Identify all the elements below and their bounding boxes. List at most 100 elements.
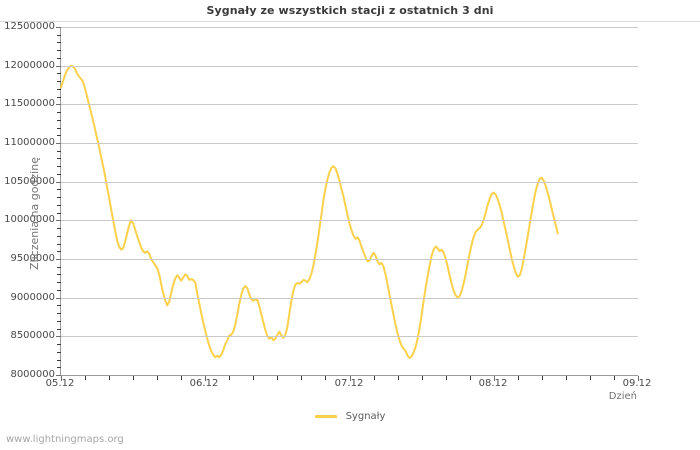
x-axis-title: Dzień bbox=[608, 391, 637, 402]
y-axis-minor-tick bbox=[57, 158, 61, 159]
y-axis-title-text: Zliczenia na godzinę bbox=[28, 157, 41, 270]
y-axis-minor-tick bbox=[57, 205, 61, 206]
y-axis-minor-tick bbox=[57, 274, 61, 275]
x-axis-tick bbox=[205, 376, 206, 381]
y-axis-tick-label: 9500000 bbox=[10, 253, 55, 264]
x-axis-minor-tick bbox=[470, 376, 471, 380]
x-axis-tick bbox=[61, 376, 62, 381]
y-axis-tick bbox=[56, 220, 61, 221]
y-axis-minor-tick bbox=[57, 313, 61, 314]
x-axis-minor-tick bbox=[301, 376, 302, 380]
y-axis-tick bbox=[56, 27, 61, 28]
gridline-horizontal bbox=[61, 66, 638, 67]
y-axis-tick bbox=[56, 66, 61, 67]
y-axis-tick bbox=[56, 259, 61, 260]
x-axis-minor-tick bbox=[109, 376, 110, 380]
legend-label: Sygnały bbox=[345, 411, 386, 422]
gridline-horizontal bbox=[61, 182, 638, 183]
y-axis-minor-tick bbox=[57, 321, 61, 322]
y-axis-minor-tick bbox=[57, 135, 61, 136]
y-axis-minor-tick bbox=[57, 228, 61, 229]
y-axis-minor-tick bbox=[57, 112, 61, 113]
legend-item[interactable]: Sygnały bbox=[314, 411, 386, 423]
plot-area bbox=[56, 27, 639, 381]
x-axis-minor-tick bbox=[542, 376, 543, 380]
x-axis-minor-tick bbox=[446, 376, 447, 380]
y-axis-minor-tick bbox=[57, 166, 61, 167]
chart-title: Sygnały ze wszystkich stacji z ostatnich… bbox=[206, 4, 494, 17]
y-axis-minor-tick bbox=[57, 128, 61, 129]
x-axis-tick-label: 06.12 bbox=[189, 378, 219, 389]
series-layer bbox=[60, 64, 559, 359]
x-axis-minor-tick bbox=[614, 376, 615, 380]
y-axis-tick bbox=[56, 298, 61, 299]
gridline-horizontal bbox=[61, 104, 638, 105]
series-line bbox=[60, 64, 559, 359]
x-axis-tick bbox=[494, 376, 495, 381]
y-axis-tick-label: 9000000 bbox=[10, 292, 55, 303]
y-axis-minor-tick bbox=[57, 174, 61, 175]
x-axis-tick-label: 07.12 bbox=[334, 378, 364, 389]
y-axis-minor-tick bbox=[57, 352, 61, 353]
y-axis-minor-tick bbox=[57, 244, 61, 245]
y-axis-title: Zliczenia na godzinę bbox=[22, 120, 41, 280]
gridline-horizontal bbox=[61, 220, 638, 221]
y-axis-minor-tick bbox=[57, 50, 61, 51]
y-axis-tick bbox=[56, 143, 61, 144]
x-axis-minor-tick bbox=[518, 376, 519, 380]
x-axis-minor-tick bbox=[325, 376, 326, 380]
y-axis-minor-tick bbox=[57, 81, 61, 82]
chart-legend: Sygnały bbox=[0, 411, 700, 423]
y-axis-tick-label: 8000000 bbox=[10, 369, 55, 380]
y-axis-tick-label: 12000000 bbox=[4, 60, 55, 71]
gridline-horizontal bbox=[61, 27, 638, 28]
footer-attribution: www.lightningmaps.org bbox=[6, 434, 124, 445]
x-axis-labels: 05.12 06.12 07.12 08.12 09.12 bbox=[0, 378, 700, 392]
x-axis-minor-tick bbox=[133, 376, 134, 380]
y-axis-tick-label: 12500000 bbox=[4, 21, 55, 32]
y-axis-minor-tick bbox=[57, 73, 61, 74]
y-axis-minor-tick bbox=[57, 89, 61, 90]
y-axis-minor-tick bbox=[57, 282, 61, 283]
y-axis-minor-tick bbox=[57, 367, 61, 368]
x-axis-tick-label: 08.12 bbox=[478, 378, 508, 389]
gridline-horizontal bbox=[61, 259, 638, 260]
y-axis-tick bbox=[56, 336, 61, 337]
x-axis-minor-tick bbox=[157, 376, 158, 380]
gridline-horizontal bbox=[61, 336, 638, 337]
x-axis-minor-tick bbox=[422, 376, 423, 380]
x-axis-minor-tick bbox=[253, 376, 254, 380]
y-axis-minor-tick bbox=[57, 120, 61, 121]
x-axis-tick-label: 05.12 bbox=[45, 378, 75, 389]
y-axis-minor-tick bbox=[57, 251, 61, 252]
y-axis-minor-tick bbox=[57, 344, 61, 345]
x-axis-minor-tick bbox=[229, 376, 230, 380]
y-axis-minor-tick bbox=[57, 267, 61, 268]
y-axis-minor-tick bbox=[57, 213, 61, 214]
x-axis-minor-tick bbox=[85, 376, 86, 380]
x-axis-minor-tick bbox=[181, 376, 182, 380]
title-divider bbox=[0, 21, 700, 22]
x-axis-minor-tick bbox=[566, 376, 567, 380]
x-axis-tick bbox=[350, 376, 351, 381]
y-axis-minor-tick bbox=[57, 305, 61, 306]
y-axis-tick bbox=[56, 182, 61, 183]
y-axis-tick-label: 8500000 bbox=[10, 330, 55, 341]
y-axis-minor-tick bbox=[57, 42, 61, 43]
y-axis-minor-tick bbox=[57, 189, 61, 190]
gridline-horizontal bbox=[61, 298, 638, 299]
y-axis-minor-tick bbox=[57, 236, 61, 237]
y-axis-minor-tick bbox=[57, 329, 61, 330]
y-axis-tick-label: 11000000 bbox=[4, 137, 55, 148]
y-axis-tick-label: 10000000 bbox=[4, 214, 55, 225]
x-axis-tick bbox=[638, 376, 639, 381]
x-axis-minor-tick bbox=[277, 376, 278, 380]
y-axis-tick-label: 11500000 bbox=[4, 98, 55, 109]
x-axis-minor-tick bbox=[374, 376, 375, 380]
y-axis-minor-tick bbox=[57, 290, 61, 291]
y-axis-labels: 12500000 12000000 11500000 11000000 10500000… bbox=[0, 22, 700, 380]
y-axis-minor-tick bbox=[57, 197, 61, 198]
y-axis-minor-tick bbox=[57, 360, 61, 361]
y-axis-tick-label: 10500000 bbox=[4, 176, 55, 187]
